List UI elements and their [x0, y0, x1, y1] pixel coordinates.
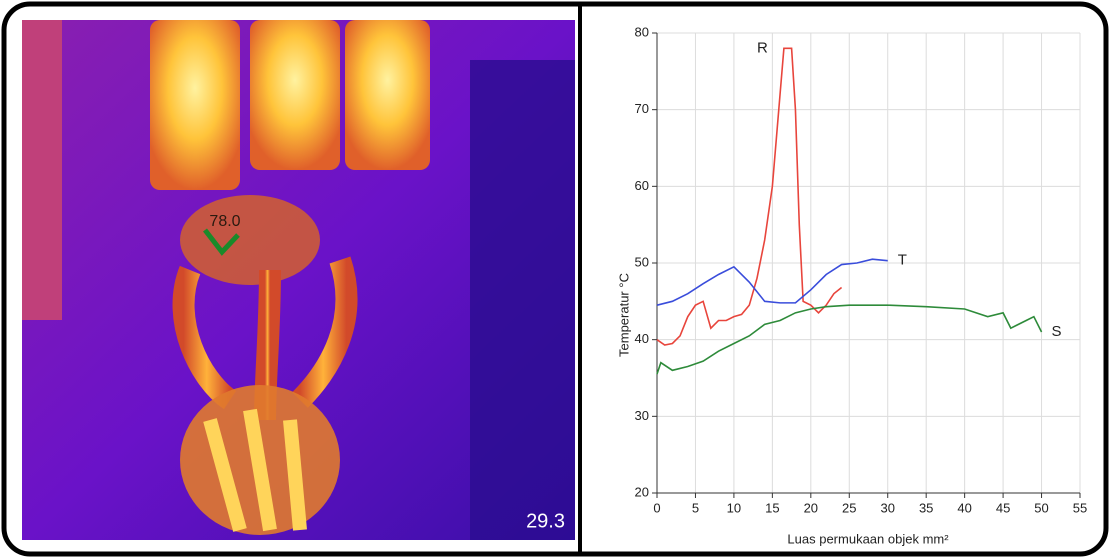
x-tick-label: 10 [727, 500, 741, 515]
thermal-image: 78.0 29.3 [22, 20, 575, 540]
x-tick-label: 45 [996, 500, 1010, 515]
x-tick-label: 55 [1073, 500, 1087, 515]
y-tick-label: 30 [635, 408, 649, 423]
series-label: T [898, 252, 907, 269]
y-tick-label: 20 [635, 484, 649, 499]
x-tick-label: 30 [880, 500, 894, 515]
chart: Temperatur °C Luas permukaan objek mm² 2… [616, 24, 1087, 546]
y-tick-label: 60 [635, 178, 649, 193]
spot-label: 78.0 [209, 213, 240, 230]
series-label: R [757, 39, 768, 56]
x-tick-label: 15 [765, 500, 779, 515]
temperature-readout: 29.3 [526, 510, 565, 532]
x-tick-label: 0 [653, 500, 660, 515]
y-tick-label: 70 [635, 101, 649, 116]
x-tick-label: 40 [957, 500, 971, 515]
series-label: S [1052, 323, 1062, 340]
x-tick-label: 50 [1034, 500, 1048, 515]
x-tick-label: 20 [804, 500, 818, 515]
x-tick-label: 25 [842, 500, 856, 515]
y-tick-label: 40 [635, 331, 649, 346]
screen: 78.0 29.3 Temperatur °C Luas permukaan o… [0, 0, 1110, 558]
y-tick-label: 50 [635, 254, 649, 269]
x-tick-label: 35 [919, 500, 933, 515]
x-axis-label: Luas permukaan objek mm² [787, 531, 949, 546]
y-tick-label: 80 [635, 24, 649, 39]
y-axis-label: Temperatur °C [616, 273, 631, 357]
x-tick-label: 5 [692, 500, 699, 515]
